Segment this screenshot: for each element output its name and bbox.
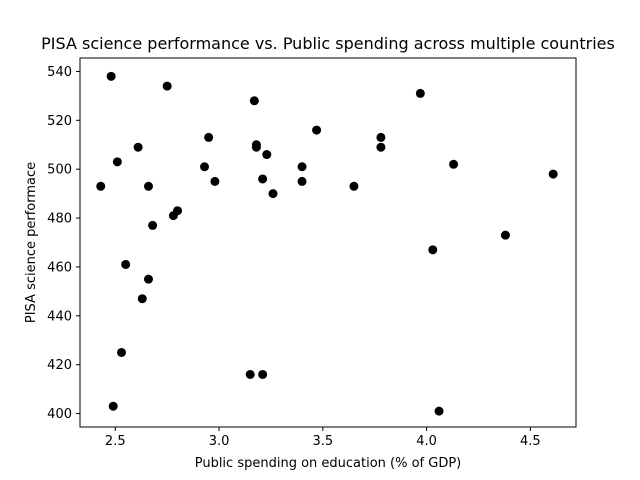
x-tick-label: 4.0	[416, 434, 437, 449]
data-point	[143, 181, 153, 191]
data-point	[548, 169, 558, 179]
data-point	[245, 369, 255, 379]
data-point	[108, 401, 118, 411]
data-point	[106, 71, 116, 81]
data-point	[137, 294, 147, 304]
y-tick-label: 440	[47, 309, 72, 324]
plot-area-frame	[79, 57, 577, 428]
data-point	[376, 142, 386, 152]
points-layer	[96, 71, 558, 416]
x-tick-label: 3.0	[209, 434, 230, 449]
x-tick-label: 3.5	[312, 434, 333, 449]
data-point	[349, 181, 359, 191]
data-point	[258, 174, 268, 184]
x-axis-label: Public spending on education (% of GDP)	[195, 456, 462, 471]
y-tick-label: 460	[47, 260, 72, 275]
x-tick-label: 2.5	[105, 434, 126, 449]
data-point	[173, 206, 183, 216]
data-point	[312, 125, 322, 135]
data-point	[204, 132, 214, 142]
data-point	[121, 259, 131, 269]
data-point	[434, 406, 444, 416]
data-point	[148, 220, 158, 230]
data-point	[297, 162, 307, 172]
y-tick-label: 500	[47, 163, 72, 178]
data-point	[297, 176, 307, 186]
data-point	[96, 181, 106, 191]
y-tick-label: 400	[47, 407, 72, 422]
data-point	[428, 245, 438, 255]
data-point	[210, 176, 220, 186]
data-point	[117, 347, 127, 357]
data-point	[415, 88, 425, 98]
x-tick-label: 4.5	[520, 434, 541, 449]
data-point	[262, 150, 272, 160]
data-point	[500, 230, 510, 240]
data-point	[249, 96, 259, 106]
y-tick-label: 540	[47, 65, 72, 80]
y-tick-label: 480	[47, 212, 72, 227]
y-axis-label: PISA science performace	[24, 162, 39, 323]
chart-title: PISA science performance vs. Public spen…	[41, 34, 615, 53]
y-tick-label: 520	[47, 114, 72, 129]
data-point	[133, 142, 143, 152]
data-point	[143, 274, 153, 284]
data-point	[376, 132, 386, 142]
data-point	[258, 369, 268, 379]
data-point	[449, 159, 459, 169]
data-point	[112, 157, 122, 167]
data-point	[162, 81, 172, 91]
data-point	[200, 162, 210, 172]
data-point	[251, 142, 261, 152]
y-tick-label: 420	[47, 358, 72, 373]
ticks-layer: 2.5 3.0 3.5 4.0 4.5 400 420 440 460 480 500 520 540	[47, 65, 541, 449]
data-point	[268, 189, 278, 199]
